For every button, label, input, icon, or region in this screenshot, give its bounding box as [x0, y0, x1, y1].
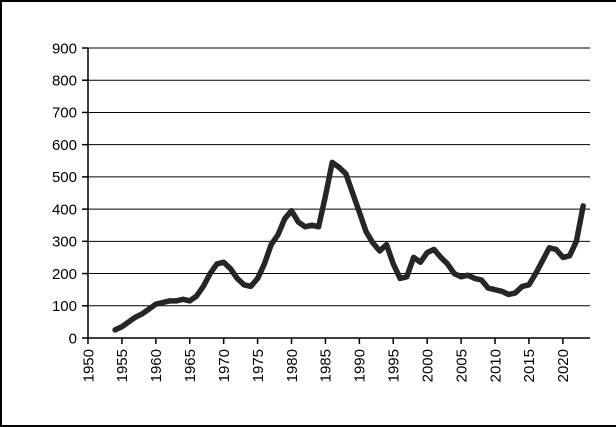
gridlines: [88, 47, 590, 307]
x-axis-tick-label: 1955: [114, 349, 131, 382]
y-axis-tick-label: 100: [52, 298, 77, 315]
axes: [87, 48, 590, 339]
x-axis-tick-label: 1990: [352, 349, 369, 382]
x-axis-tick-label: 1965: [182, 349, 199, 382]
y-axis-tick-label: 300: [52, 234, 77, 251]
x-axis-tick-label: 1970: [216, 349, 233, 382]
y-axis-tick-labels: 0 100 200 300 400 500 600 700 800 900: [52, 40, 77, 347]
x-axis-tick-label: 2020: [555, 349, 572, 382]
y-axis-tick-label: 200: [52, 266, 77, 283]
x-axis-tick-label: 1985: [318, 349, 335, 382]
y-axis-tick-label: 600: [52, 137, 77, 154]
x-axis-tick-label: 1960: [148, 349, 165, 382]
x-axis-tick-label: 2000: [419, 349, 436, 382]
axis-ticks: [82, 47, 564, 344]
y-axis-tick-label: 900: [52, 40, 77, 57]
x-axis-tick-label: 2015: [521, 349, 538, 382]
y-axis-tick-label: 700: [52, 105, 77, 122]
x-axis-tick-labels: 1950 1955 1960 1965 1970 1975 1980 1985 1990 1995…: [80, 349, 572, 382]
x-axis-tick-label: 1980: [284, 349, 301, 382]
x-axis-tick-label: 2010: [487, 349, 504, 382]
y-axis-tick-label: 400: [52, 201, 77, 218]
data-series: [112, 159, 586, 333]
x-axis-tick-label: 1995: [386, 349, 403, 382]
y-axis-tick-label: 800: [52, 72, 77, 89]
x-axis-tick-label: 2005: [453, 349, 470, 382]
x-axis-tick-label: 1975: [250, 349, 267, 382]
y-axis-tick-label: 500: [52, 169, 77, 186]
series-line: [112, 159, 586, 333]
x-axis-tick-label: 1950: [80, 349, 97, 382]
y-axis-tick-label: 0: [69, 330, 77, 347]
